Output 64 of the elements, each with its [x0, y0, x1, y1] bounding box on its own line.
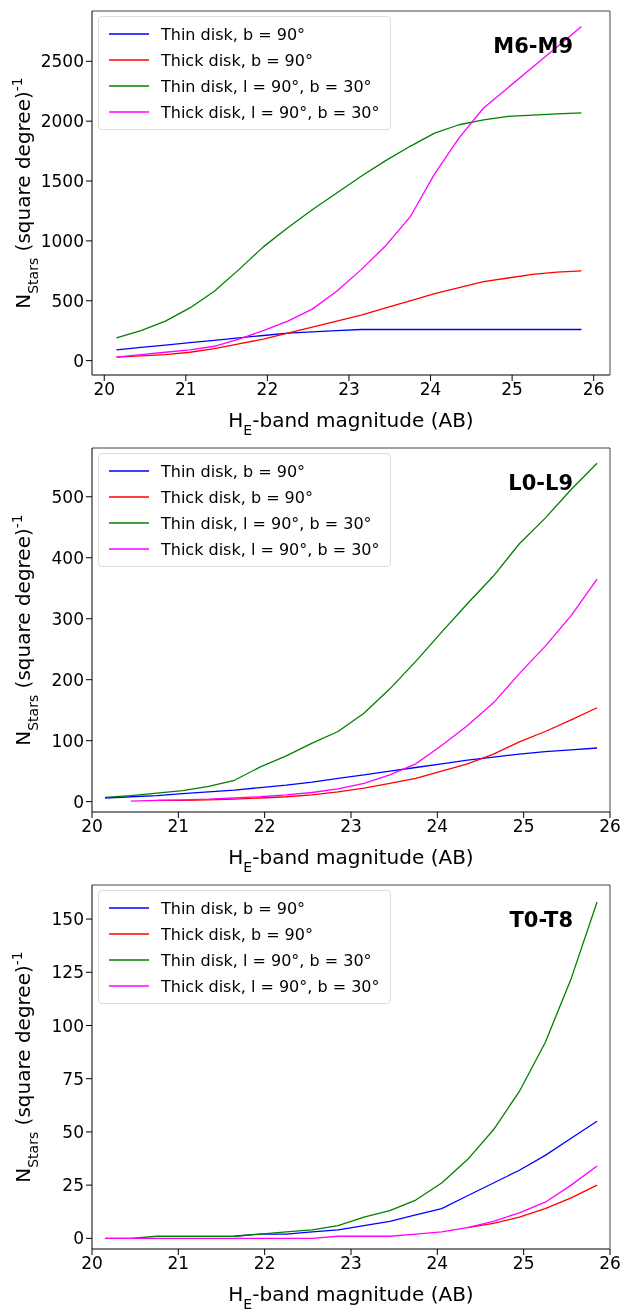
- x-tick-label: 24: [419, 379, 442, 400]
- x-tick-label: 26: [599, 1253, 621, 1274]
- x-tick-label: 20: [93, 379, 116, 400]
- y-tick-label: 100: [51, 1015, 84, 1036]
- x-tick-label: 21: [174, 379, 197, 400]
- x-tick-label: 23: [340, 816, 362, 837]
- y-tick-label: 125: [51, 962, 84, 983]
- legend-label: Thick disk, b = 90°: [161, 487, 313, 507]
- y-tick-label: 500: [51, 290, 84, 311]
- legend-label: Thick disk, l = 90°, b = 30°: [161, 102, 380, 122]
- line-series: [104, 747, 598, 799]
- line-series: [115, 25, 583, 358]
- x-tick-label: 22: [256, 379, 279, 400]
- y-tick-label: 1000: [40, 230, 84, 251]
- y-tick-label: 50: [62, 1121, 84, 1142]
- x-tick-label: 21: [167, 1253, 190, 1274]
- legend-label: Thin disk, l = 90°, b = 30°: [161, 513, 372, 533]
- legend-label: Thick disk, b = 90°: [161, 924, 313, 944]
- legend-label: Thick disk, l = 90°, b = 30°: [161, 976, 380, 996]
- y-tick-label: 2000: [40, 111, 84, 132]
- line-series: [130, 578, 598, 802]
- text: T0-T8: [509, 908, 573, 932]
- y-tick-label: 0: [73, 791, 84, 812]
- legend-label: Thin disk, b = 90°: [161, 898, 306, 918]
- legend-label: Thin disk, b = 90°: [161, 24, 306, 44]
- line-series: [115, 328, 583, 351]
- y-tick-label: 300: [51, 608, 84, 629]
- x-tick-label: 20: [81, 816, 103, 837]
- y-tick-label: 0: [73, 350, 84, 371]
- x-tick-label: 24: [426, 1253, 449, 1274]
- legend-label: Thin disk, b = 90°: [161, 461, 306, 481]
- y-tick-label: 75: [62, 1068, 84, 1089]
- x-tick-label: 21: [167, 816, 190, 837]
- x-tick-label: 26: [599, 816, 621, 837]
- x-tick-label: 22: [253, 1253, 276, 1274]
- y-tick-label: 2500: [40, 51, 84, 72]
- x-axis-title: H$_{E}$-band magnitude (AB): [228, 408, 474, 438]
- y-tick-label: 100: [51, 730, 84, 751]
- y-tick-label: 200: [51, 669, 84, 690]
- x-axis-title: H$_{E}$-band magnitude (AB): [228, 845, 474, 875]
- x-tick-label: 23: [338, 379, 360, 400]
- y-tick-label: 0: [73, 1228, 84, 1249]
- legend-label: Thick disk, l = 90°, b = 30°: [161, 539, 380, 559]
- y-tick-label: 150: [51, 909, 84, 930]
- line-series: [104, 1165, 598, 1240]
- x-tick-label: 25: [512, 1253, 535, 1274]
- x-tick-label: 20: [81, 1253, 103, 1274]
- legend-label: Thin disk, l = 90°, b = 30°: [161, 950, 372, 970]
- y-tick-label: 400: [51, 547, 84, 568]
- x-tick-label: 25: [501, 379, 523, 400]
- legend-label: Thin disk, l = 90°, b = 30°: [161, 76, 372, 96]
- y-tick-label: 25: [62, 1175, 84, 1196]
- x-tick-label: 25: [512, 816, 535, 837]
- x-tick-label: 26: [582, 379, 605, 400]
- x-tick-label: 23: [340, 1253, 362, 1274]
- text: L0-L9: [508, 471, 573, 495]
- line-series: [104, 462, 598, 799]
- legend-label: Thick disk, b = 90°: [161, 50, 313, 70]
- x-tick-label: 24: [426, 816, 449, 837]
- y-tick-label: 1500: [40, 171, 84, 192]
- line-series: [115, 270, 583, 358]
- x-axis-title: H$_{E}$-band magnitude (AB): [228, 1282, 474, 1311]
- y-tick-label: 500: [51, 486, 84, 507]
- x-tick-label: 22: [253, 816, 276, 837]
